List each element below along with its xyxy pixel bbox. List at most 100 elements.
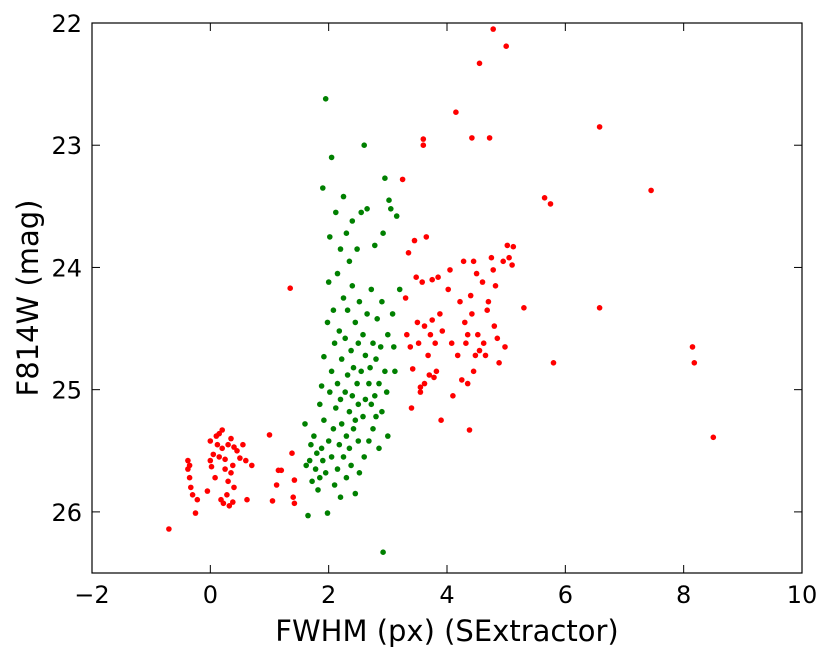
scatter-point (350, 364, 357, 371)
scatter-point (333, 209, 339, 216)
scatter-point (391, 344, 397, 350)
scatter-point (327, 389, 333, 395)
scatter-point (382, 175, 388, 181)
scatter-point (343, 230, 350, 236)
scatter-point (596, 124, 603, 130)
scatter-point (480, 340, 487, 347)
scatter-point (389, 311, 396, 317)
y-tick-label: 24 (51, 254, 82, 282)
scatter-point (364, 206, 370, 212)
scatter-point (454, 352, 461, 359)
scatter-point (459, 377, 465, 383)
scatter-point (243, 457, 249, 464)
scatter-point (361, 454, 368, 460)
scatter-point (220, 500, 227, 507)
scatter-point (360, 331, 366, 338)
scatter-point (290, 494, 297, 501)
scatter-point (287, 285, 294, 292)
scatter-point (352, 417, 359, 424)
scatter-point (302, 421, 308, 427)
scatter-point (210, 451, 217, 458)
scatter-point (185, 466, 191, 472)
scatter-point (331, 482, 338, 488)
scatter-point (408, 405, 415, 411)
scatter-point (496, 360, 502, 366)
scatter-point (222, 456, 228, 463)
y-axis-label: F814W (mag) (11, 200, 45, 397)
scatter-point (185, 457, 191, 464)
scatter-point (460, 258, 467, 265)
scatter-point (648, 187, 654, 194)
scatter-point (224, 492, 230, 498)
scatter-point (318, 383, 325, 389)
scatter-point (484, 307, 491, 314)
scatter-point (420, 136, 427, 142)
scatter-point (376, 445, 382, 452)
scatter-point (435, 274, 441, 281)
scatter-point (364, 311, 370, 317)
scatter-point (354, 246, 360, 252)
scatter-point (334, 380, 341, 387)
scatter-point (457, 298, 463, 305)
y-tick-label: 26 (51, 499, 82, 527)
scatter-point (373, 413, 379, 420)
scatter-point (214, 441, 221, 448)
scatter-point (189, 492, 196, 498)
scatter-point (470, 258, 477, 265)
scatter-point (219, 445, 225, 452)
x-tick-label: 2 (321, 581, 336, 609)
scatter-point (504, 242, 511, 249)
scatter-point (399, 176, 406, 183)
x-tick-label: 0 (203, 581, 218, 609)
scatter-point (494, 335, 501, 342)
scatter-point (500, 258, 507, 265)
scatter-point (324, 510, 331, 516)
scatter-point (343, 433, 350, 439)
scatter-point (308, 441, 314, 448)
scatter-point (186, 474, 193, 481)
scatter-point (352, 490, 359, 497)
scatter-point (340, 193, 347, 200)
scatter-point (278, 467, 285, 474)
scatter-point (228, 435, 234, 442)
scatter-point (596, 305, 603, 311)
scatter-point (305, 512, 311, 519)
y-tick-label: 23 (51, 132, 82, 160)
scatter-point (476, 60, 483, 67)
scatter-point (379, 298, 385, 305)
scatter-point (208, 463, 215, 470)
scatter-point (469, 135, 475, 141)
scatter-point (337, 494, 344, 501)
scatter-point (303, 462, 310, 469)
scatter-point (348, 347, 354, 354)
scatter-point (325, 279, 332, 285)
scatter-point (334, 466, 341, 472)
scatter-point (352, 319, 359, 326)
scatter-point (366, 438, 372, 444)
scatter-point (432, 340, 439, 347)
scatter-point (289, 450, 295, 457)
scatter-point (491, 323, 498, 329)
scatter-point (317, 401, 323, 408)
scatter-point (188, 484, 194, 491)
scatter-point (462, 319, 468, 326)
scatter-point (550, 360, 557, 366)
scatter-point (541, 195, 548, 201)
scatter-point (355, 340, 362, 347)
scatter-point (230, 462, 236, 469)
scatter-point (392, 368, 398, 375)
scatter-point (204, 488, 211, 494)
scatter-point (453, 109, 459, 115)
scatter-point (340, 295, 347, 301)
scatter-point (373, 356, 379, 362)
scatter-point (431, 374, 437, 381)
scatter-point (370, 340, 376, 347)
scatter-point (212, 474, 218, 481)
x-tick-label: −2 (74, 581, 109, 609)
scatter-point (445, 286, 452, 293)
scatter-point (382, 368, 388, 375)
scatter-point (194, 496, 201, 503)
scatter-point (231, 484, 237, 491)
